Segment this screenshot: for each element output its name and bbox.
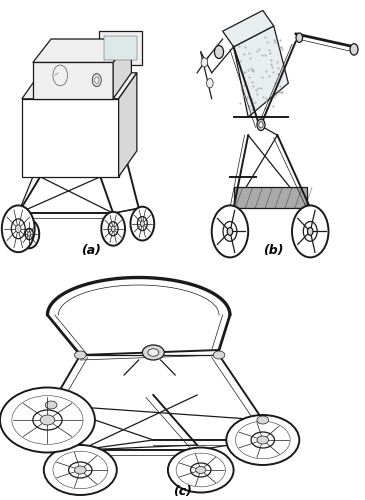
Circle shape — [45, 401, 57, 409]
Circle shape — [0, 388, 95, 452]
Text: (a): (a) — [81, 244, 101, 258]
Circle shape — [19, 220, 39, 248]
Circle shape — [191, 463, 211, 477]
Polygon shape — [40, 80, 91, 94]
Circle shape — [223, 222, 237, 242]
Circle shape — [215, 46, 223, 59]
Circle shape — [33, 410, 62, 430]
Circle shape — [296, 33, 303, 42]
Circle shape — [69, 462, 92, 478]
Circle shape — [15, 225, 21, 233]
Polygon shape — [33, 62, 113, 99]
Circle shape — [307, 228, 313, 235]
Circle shape — [11, 219, 25, 238]
Circle shape — [148, 349, 159, 356]
Circle shape — [141, 221, 144, 226]
Polygon shape — [119, 73, 137, 177]
Text: (b): (b) — [264, 244, 284, 258]
Circle shape — [168, 448, 234, 492]
Polygon shape — [223, 10, 274, 47]
Circle shape — [44, 445, 117, 495]
Circle shape — [207, 78, 213, 88]
Polygon shape — [40, 83, 106, 96]
Circle shape — [227, 228, 233, 235]
Circle shape — [40, 415, 55, 425]
Circle shape — [101, 212, 125, 246]
Circle shape — [292, 206, 328, 258]
Circle shape — [257, 436, 269, 444]
Circle shape — [74, 466, 86, 474]
Circle shape — [92, 74, 101, 86]
Polygon shape — [234, 187, 307, 208]
Circle shape — [226, 415, 299, 465]
Circle shape — [350, 44, 358, 55]
Circle shape — [142, 345, 164, 360]
Circle shape — [25, 228, 33, 239]
Circle shape — [303, 222, 317, 242]
Circle shape — [130, 206, 154, 240]
Circle shape — [196, 466, 206, 473]
Circle shape — [74, 351, 86, 359]
Circle shape — [212, 206, 248, 258]
Text: (c): (c) — [173, 484, 192, 498]
Polygon shape — [99, 31, 142, 65]
Polygon shape — [33, 39, 131, 62]
Circle shape — [137, 216, 147, 230]
Polygon shape — [113, 39, 131, 99]
Circle shape — [108, 222, 118, 236]
Polygon shape — [22, 99, 119, 177]
Circle shape — [201, 58, 208, 67]
Circle shape — [257, 416, 269, 424]
Circle shape — [257, 119, 265, 130]
Polygon shape — [22, 73, 137, 99]
Circle shape — [53, 65, 68, 86]
Polygon shape — [234, 26, 288, 117]
Circle shape — [2, 206, 35, 252]
Circle shape — [235, 421, 290, 459]
Circle shape — [28, 232, 31, 236]
Circle shape — [53, 451, 108, 489]
Circle shape — [251, 432, 274, 448]
Circle shape — [213, 351, 225, 359]
Polygon shape — [104, 36, 137, 60]
Polygon shape — [33, 78, 128, 99]
Circle shape — [95, 77, 99, 83]
Circle shape — [259, 122, 263, 128]
Circle shape — [111, 226, 115, 232]
Circle shape — [176, 453, 226, 487]
Circle shape — [12, 396, 83, 444]
